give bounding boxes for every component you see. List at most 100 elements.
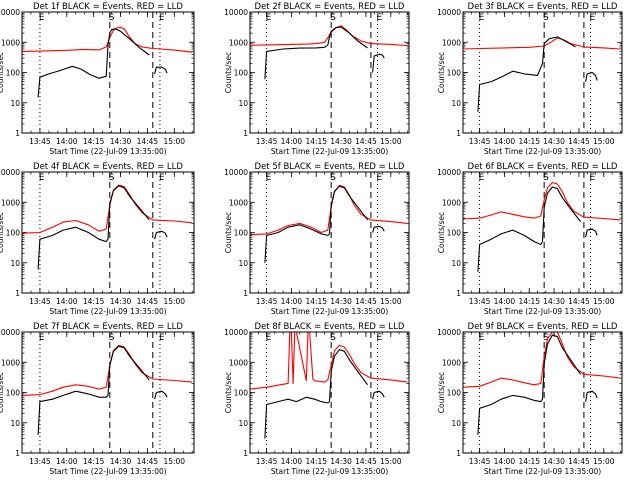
marker-label: S bbox=[543, 13, 549, 23]
x-tick-label: 14:45 bbox=[137, 297, 159, 306]
marker-label: S bbox=[109, 173, 115, 183]
series-line-events bbox=[585, 228, 598, 238]
y-tick-label: 100 bbox=[234, 69, 249, 78]
series-line-events bbox=[585, 71, 598, 82]
y-axis-label: Counts/sec bbox=[0, 372, 5, 413]
y-tick-label: 100 bbox=[6, 69, 21, 78]
plot-frame bbox=[462, 171, 623, 294]
x-tick-label: 14:30 bbox=[330, 457, 352, 466]
x-tick-label: 14:45 bbox=[568, 297, 590, 306]
marker-label: E bbox=[479, 173, 485, 183]
y-tick-label: 10000 bbox=[0, 8, 20, 17]
x-tick-label: 14:45 bbox=[137, 137, 159, 146]
panel-det-1: Det 1f BLACK = Events, RED = LLD 1 10 100 10… bbox=[0, 2, 195, 156]
plot-frame bbox=[462, 11, 623, 134]
x-tick-label: 14:00 bbox=[281, 457, 303, 466]
marker-label: E bbox=[159, 13, 165, 23]
x-tick-label: 14:15 bbox=[305, 137, 327, 146]
y-tick-label: 1 bbox=[456, 129, 461, 138]
x-tick-label: 14:30 bbox=[330, 297, 352, 306]
y-tick-label: 1000 bbox=[442, 198, 461, 207]
y-tick-label: 10000 bbox=[224, 8, 248, 17]
marker-label: S bbox=[330, 13, 336, 23]
series-line-events bbox=[154, 66, 168, 75]
x-tick-label: 14:45 bbox=[355, 457, 377, 466]
x-axis-label: Start Time (22-Jul-09 13:35:00) bbox=[484, 147, 601, 156]
x-tick-label: 14:30 bbox=[110, 457, 132, 466]
plot-frame bbox=[462, 331, 623, 454]
marker-label: E bbox=[590, 13, 596, 23]
y-tick-label: 10 bbox=[451, 99, 461, 108]
marker-label: S bbox=[109, 13, 115, 23]
series-line-lld bbox=[462, 181, 621, 221]
plot-frame bbox=[249, 11, 410, 134]
x-tick-label: 15:00 bbox=[593, 297, 615, 306]
x-tick-label: 14:15 bbox=[305, 297, 327, 306]
y-tick-label: 10 bbox=[238, 99, 248, 108]
marker-label: E bbox=[39, 173, 45, 183]
x-tick-label: 14:15 bbox=[518, 457, 540, 466]
x-tick-label: 13:45 bbox=[256, 457, 278, 466]
y-tick-label: 1 bbox=[15, 449, 20, 458]
x-tick-label: 14:30 bbox=[543, 137, 565, 146]
y-axis-label: Counts/sec bbox=[224, 372, 233, 413]
x-tick-label: 13:45 bbox=[29, 137, 51, 146]
plot-frame bbox=[249, 171, 410, 294]
panel-det-8: Det 8f BLACK = Events, RED = LLD 1 10 100 10… bbox=[224, 322, 410, 476]
y-tick-label: 1000 bbox=[229, 358, 248, 367]
y-tick-label: 1000 bbox=[442, 358, 461, 367]
x-axis-label: Start Time (22-Jul-09 13:35:00) bbox=[49, 467, 166, 476]
x-tick-label: 14:15 bbox=[83, 137, 105, 146]
panel-title: Det 6f BLACK = Events, RED = LLD bbox=[468, 162, 618, 172]
series-line-events bbox=[477, 334, 582, 435]
marker-label: E bbox=[377, 173, 383, 183]
panel-det-5: Det 5f BLACK = Events, RED = LLD 1 10 100 10… bbox=[224, 162, 410, 316]
x-tick-label: 15:00 bbox=[163, 137, 185, 146]
marker-label: S bbox=[109, 333, 115, 343]
panel-det-3: Det 3f BLACK = Events, RED = LLD 1 10 100 10… bbox=[437, 2, 623, 156]
series-line-events bbox=[37, 185, 150, 270]
y-tick-label: 10 bbox=[10, 259, 20, 268]
y-tick-label: 100 bbox=[234, 229, 249, 238]
x-tick-label: 14:00 bbox=[56, 137, 78, 146]
x-axis-label: Start Time (22-Jul-09 13:35:00) bbox=[49, 147, 166, 156]
x-tick-label: 14:15 bbox=[83, 297, 105, 306]
y-tick-label: 100 bbox=[447, 229, 462, 238]
plot-frame bbox=[21, 171, 195, 294]
x-tick-label: 14:45 bbox=[568, 137, 590, 146]
panel-title: Det 3f BLACK = Events, RED = LLD bbox=[468, 2, 618, 12]
x-tick-label: 15:00 bbox=[380, 297, 402, 306]
series-line-events bbox=[372, 53, 385, 73]
x-tick-label: 15:00 bbox=[163, 457, 185, 466]
marker-label: E bbox=[266, 173, 272, 183]
y-tick-label: 1 bbox=[15, 289, 20, 298]
x-axis-label: Start Time (22-Jul-09 13:35:00) bbox=[484, 467, 601, 476]
series-line-lld bbox=[249, 331, 408, 390]
x-tick-label: 14:30 bbox=[543, 457, 565, 466]
x-tick-label: 13:45 bbox=[29, 297, 51, 306]
x-tick-label: 14:45 bbox=[137, 457, 159, 466]
panel-det-6: Det 6f BLACK = Events, RED = LLD 1 10 100 10… bbox=[437, 162, 623, 316]
y-tick-label: 10 bbox=[238, 259, 248, 268]
x-tick-label: 14:30 bbox=[110, 137, 132, 146]
marker-label: E bbox=[479, 333, 485, 343]
y-axis-label: Counts/sec bbox=[437, 212, 446, 253]
marker-label: E bbox=[377, 13, 383, 23]
y-tick-label: 10 bbox=[10, 419, 20, 428]
series-line-lld bbox=[21, 344, 193, 396]
y-tick-label: 1 bbox=[456, 289, 461, 298]
marker-label: E bbox=[159, 173, 165, 183]
x-tick-label: 14:15 bbox=[518, 137, 540, 146]
y-tick-label: 1000 bbox=[1, 198, 20, 207]
x-tick-label: 14:00 bbox=[56, 297, 78, 306]
y-tick-label: 100 bbox=[234, 389, 249, 398]
marker-label: S bbox=[543, 173, 549, 183]
y-tick-label: 1 bbox=[243, 129, 248, 138]
x-axis-label: Start Time (22-Jul-09 13:35:00) bbox=[271, 307, 388, 316]
x-tick-label: 13:45 bbox=[469, 457, 491, 466]
y-tick-label: 1 bbox=[456, 449, 461, 458]
x-tick-label: 15:00 bbox=[163, 297, 185, 306]
y-tick-label: 100 bbox=[447, 69, 462, 78]
y-tick-label: 10000 bbox=[437, 328, 461, 337]
